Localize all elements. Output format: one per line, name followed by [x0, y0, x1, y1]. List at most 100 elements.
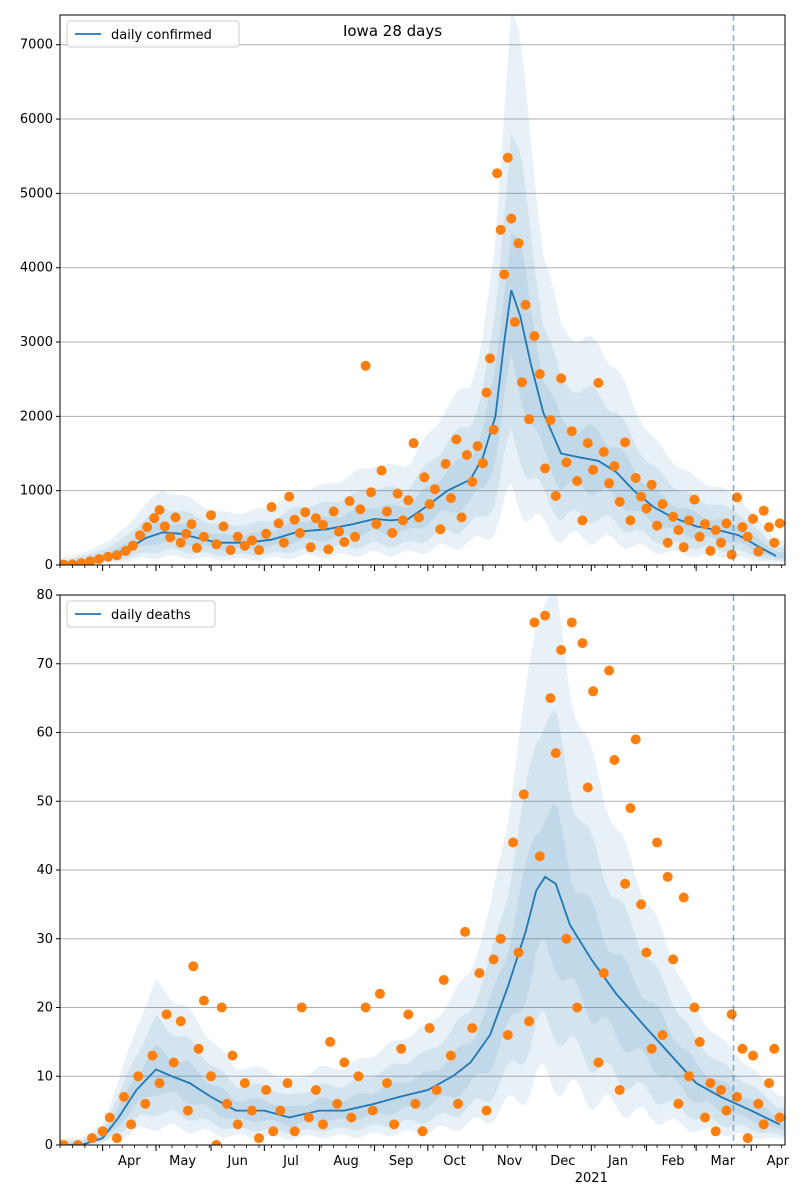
observed-point: [614, 1085, 625, 1095]
observed-point: [529, 617, 540, 628]
observed-point: [67, 559, 78, 565]
observed-point: [87, 1133, 97, 1144]
observed-point: [147, 1050, 158, 1061]
observed-point: [275, 1105, 286, 1116]
observed-point: [556, 645, 567, 655]
observed-point: [652, 520, 663, 531]
observed-point: [387, 528, 398, 538]
observed-point: [181, 528, 192, 539]
observed-point: [620, 878, 631, 889]
observed-point: [246, 535, 257, 546]
observed-point: [76, 558, 87, 565]
observed-point: [60, 1140, 69, 1145]
observed-point: [520, 299, 531, 310]
y-tick-label: 80: [36, 588, 53, 603]
observed-point: [438, 975, 449, 985]
x-tick-label: Aug: [333, 1154, 358, 1169]
observed-point: [572, 476, 583, 486]
observed-point: [517, 377, 527, 388]
observed-point: [495, 224, 506, 235]
observed-point: [318, 1119, 328, 1130]
observed-point: [232, 531, 243, 542]
observed-point: [413, 512, 424, 523]
observed-point: [254, 545, 264, 556]
observed-point: [133, 1071, 144, 1082]
x-tick-label: Jun: [227, 1154, 248, 1169]
observed-point: [636, 491, 647, 502]
observed-point: [689, 1002, 700, 1013]
observed-point: [353, 1071, 364, 1082]
observed-point: [545, 693, 556, 704]
y-tick-label: 30: [36, 932, 53, 947]
x-tick-label: Dec: [550, 1154, 575, 1169]
observed-point: [662, 537, 673, 548]
observed-point: [534, 851, 545, 862]
observed-point: [764, 522, 774, 533]
observed-point: [748, 513, 758, 524]
observed-point: [239, 1078, 250, 1089]
observed-point: [748, 1050, 758, 1061]
observed-point: [186, 519, 197, 530]
observed-point: [60, 559, 69, 565]
observed-point: [774, 518, 785, 529]
uncertainty-band: [60, 595, 785, 1145]
observed-point: [188, 961, 199, 972]
x-tick-label: Sep: [389, 1154, 414, 1169]
observed-point: [474, 968, 485, 979]
observed-point: [721, 518, 732, 529]
observed-point: [508, 837, 519, 848]
observed-point: [346, 1112, 357, 1123]
observed-point: [561, 933, 572, 944]
observed-point: [350, 531, 360, 542]
observed-point: [366, 487, 376, 498]
observed-point: [193, 1043, 204, 1054]
observed-point: [154, 505, 165, 515]
observed-point: [604, 665, 615, 676]
observed-point: [641, 503, 652, 514]
observed-point: [598, 447, 609, 457]
observed-point: [296, 1002, 307, 1013]
observed-point: [566, 426, 577, 437]
observed-point: [310, 513, 321, 524]
observed-point: [303, 1112, 314, 1123]
observed-point: [524, 414, 535, 425]
observed-point: [282, 1078, 293, 1089]
observed-point: [104, 1112, 115, 1123]
observed-point: [323, 544, 334, 555]
observed-point: [360, 1002, 371, 1013]
observed-point: [716, 537, 726, 548]
observed-point: [518, 789, 529, 800]
observed-point: [149, 513, 160, 524]
observed-point: [705, 545, 716, 556]
observed-point: [556, 373, 567, 384]
observed-point: [182, 1105, 193, 1116]
observed-point: [435, 524, 446, 535]
y-tick-label: 2000: [20, 409, 53, 424]
observed-point: [705, 1078, 716, 1089]
observed-point: [630, 473, 641, 483]
observed-point: [328, 506, 339, 517]
observed-point: [769, 537, 780, 548]
observed-point: [732, 492, 742, 503]
observed-point: [472, 441, 483, 452]
observed-point: [382, 1078, 392, 1089]
observed-point: [461, 450, 472, 460]
x-tick-label: Mar: [711, 1154, 736, 1169]
observed-point: [191, 542, 202, 553]
observed-point: [127, 540, 138, 551]
observed-point: [662, 871, 673, 882]
observed-point: [604, 478, 615, 489]
x-tick-label: Jul: [282, 1154, 299, 1169]
observed-point: [588, 686, 599, 697]
observed-point: [227, 1050, 238, 1061]
observed-point: [111, 1133, 122, 1144]
observed-point: [161, 1009, 172, 1020]
observed-point: [371, 519, 382, 530]
observed-point: [588, 464, 599, 475]
observed-point: [175, 1016, 186, 1027]
observed-point: [529, 331, 540, 342]
observed-point: [737, 1043, 748, 1054]
observed-point: [392, 488, 403, 499]
observed-point: [159, 521, 170, 532]
observed-point: [424, 499, 435, 510]
